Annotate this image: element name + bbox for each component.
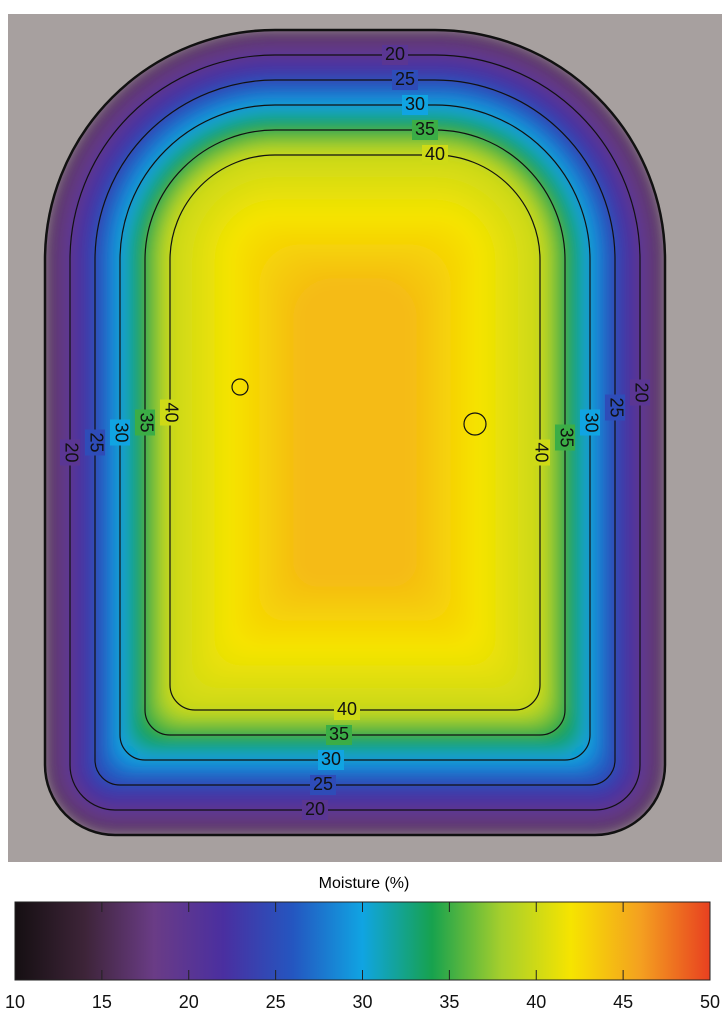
contour-label: 20 xyxy=(305,799,325,819)
contour-label: 30 xyxy=(405,94,425,114)
contour-label-bg xyxy=(392,70,418,90)
colorbar-tick-label: 10 xyxy=(5,992,25,1012)
colorbar-tick-label: 40 xyxy=(526,992,546,1012)
contour-label-bg xyxy=(580,409,600,436)
heatmap xyxy=(45,30,665,835)
colorbar-tick-label: 50 xyxy=(700,992,720,1012)
colorbar-label: Moisture (%) xyxy=(319,875,410,892)
contour-label: 20 xyxy=(61,442,81,462)
contour-label: 20 xyxy=(385,44,405,64)
colorbar-tick-label: 45 xyxy=(613,992,633,1012)
contour-label: 30 xyxy=(111,422,131,442)
contour-label: 35 xyxy=(136,412,156,432)
contour-label: 30 xyxy=(581,412,601,432)
contour-label: 35 xyxy=(415,119,435,139)
contour-line xyxy=(69,54,641,811)
contour-line xyxy=(231,378,249,396)
contour-label-bg xyxy=(402,95,428,115)
contour-label: 40 xyxy=(425,144,445,164)
contour-label: 25 xyxy=(606,397,626,417)
contour-label: 25 xyxy=(86,432,106,452)
contour-label-bg xyxy=(310,775,336,795)
contour-label-bg xyxy=(318,750,344,770)
contour-label: 30 xyxy=(321,749,341,769)
contour-label-bg xyxy=(60,439,80,466)
contour-label-bg xyxy=(326,725,352,745)
contour-line xyxy=(463,412,487,436)
contour-label: 25 xyxy=(313,774,333,794)
contour-label-bg xyxy=(110,419,130,446)
contour-label-bg xyxy=(530,439,550,466)
contour-label: 40 xyxy=(531,442,551,462)
colorbar-tick-label: 15 xyxy=(92,992,112,1012)
contour-label: 20 xyxy=(631,382,651,402)
contour-label: 25 xyxy=(395,69,415,89)
contour-label: 40 xyxy=(337,699,357,719)
contour-label-bg xyxy=(412,120,438,140)
colorbar-ticks: 10 15 20 25 30 35 40 45 50 xyxy=(5,902,720,1012)
contour-label-bg xyxy=(382,45,408,65)
contour-line xyxy=(119,104,591,761)
contour-label-bg xyxy=(334,700,360,720)
contour-label: 35 xyxy=(556,427,576,447)
colorbar-tick-label: 20 xyxy=(179,992,199,1012)
contour-line xyxy=(94,79,616,786)
contour-label-bg xyxy=(160,399,180,426)
colorbar-tick-label: 25 xyxy=(266,992,286,1012)
contour-label: 35 xyxy=(329,724,349,744)
colorbar-tick-label: 35 xyxy=(439,992,459,1012)
contour-line xyxy=(144,129,566,736)
contour-label-bg xyxy=(422,145,448,165)
colorbar-tick-label: 30 xyxy=(352,992,372,1012)
contour-label: 40 xyxy=(161,402,181,422)
contour-label-bg xyxy=(302,800,328,820)
contour-line xyxy=(169,154,541,711)
contour-label-bg xyxy=(135,409,155,436)
contour-label-bg xyxy=(555,424,575,451)
contour-label-bg xyxy=(85,429,105,456)
contour-label-bg xyxy=(630,379,650,406)
heat-band xyxy=(293,278,417,587)
colorbar xyxy=(14,901,711,981)
slice-outline xyxy=(43,28,667,837)
contour-label-bg xyxy=(605,394,625,421)
